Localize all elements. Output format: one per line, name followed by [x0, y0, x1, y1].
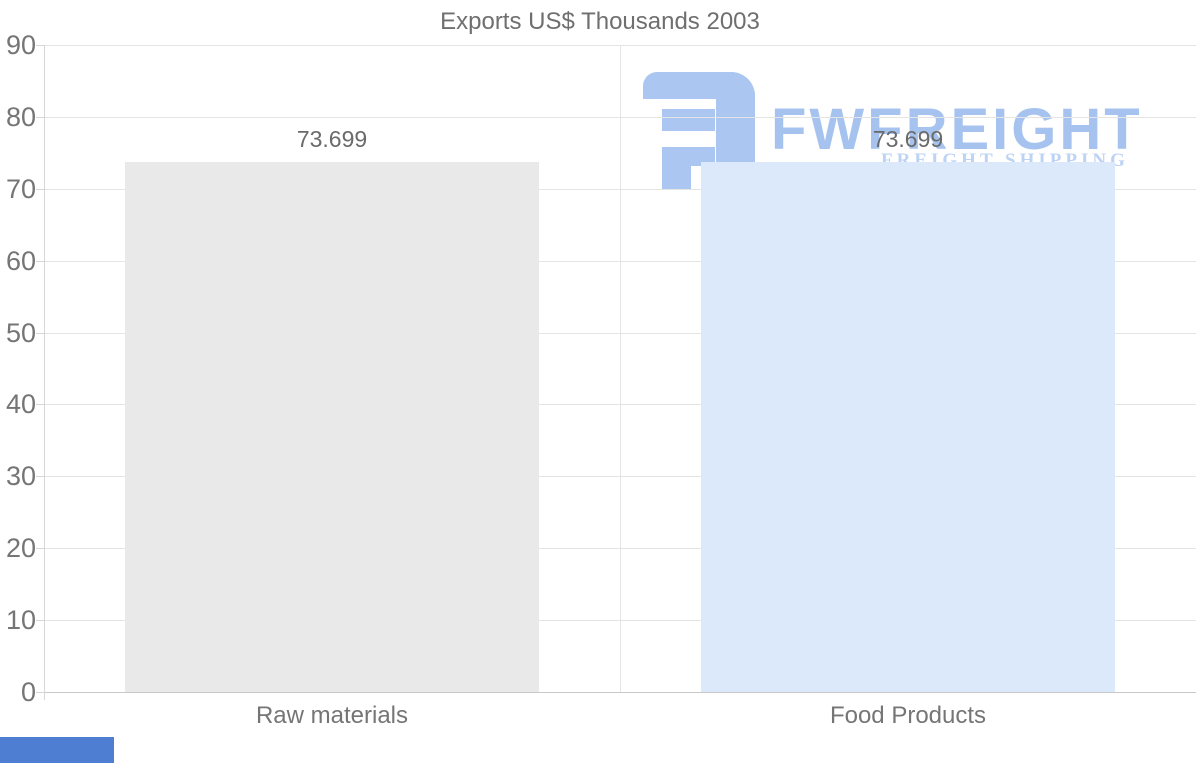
y-axis-line [44, 45, 45, 700]
y-tick-label: 80 [5, 101, 36, 132]
bar-value-label: 73.699 [872, 126, 944, 153]
chart-title: Exports US$ Thousands 2003 [440, 8, 760, 35]
logo-shape [716, 72, 755, 166]
logo-shape [662, 109, 715, 131]
y-tick-label: 90 [5, 30, 36, 60]
h-gridline [44, 692, 1196, 693]
y-tick-mark [36, 45, 44, 46]
bar-food-products [700, 162, 1116, 692]
y-tick-label: 20 [5, 533, 36, 564]
y-tick-mark [36, 548, 44, 550]
y-tick-label: 30 [5, 461, 36, 492]
logo-shape [662, 147, 691, 190]
category-label: Food Products [829, 702, 987, 729]
category-label: Raw materials [255, 702, 409, 729]
y-tick-mark [36, 476, 44, 478]
y-tick-mark [36, 332, 44, 334]
watermark-brand-text: FWFREIGHT [771, 97, 1143, 162]
y-tick-mark [36, 620, 44, 622]
y-tick-label: 50 [5, 317, 36, 348]
y-tick-mark [36, 404, 44, 406]
y-tick-label: 60 [5, 245, 36, 276]
y-tick-mark [36, 260, 44, 262]
plot-area: 0 10 20 30 40 50 60 70 80 90 73.699 Raw materials 73… [6, 30, 1196, 729]
corner-blue-strip [0, 737, 114, 763]
bar-raw-materials [124, 162, 540, 692]
y-tick-mark [36, 188, 44, 190]
fwfreight-logo-icon [643, 68, 757, 190]
y-tick-label: 70 [5, 173, 36, 204]
y-tick-mark [36, 116, 44, 118]
category-divider-gridline [620, 45, 621, 692]
y-tick-mark [36, 692, 44, 693]
bar-value-label: 73.699 [296, 126, 368, 153]
y-tick-label: 40 [5, 389, 36, 420]
y-tick-label: 10 [5, 605, 36, 636]
y-tick-label: 0 [20, 677, 36, 707]
